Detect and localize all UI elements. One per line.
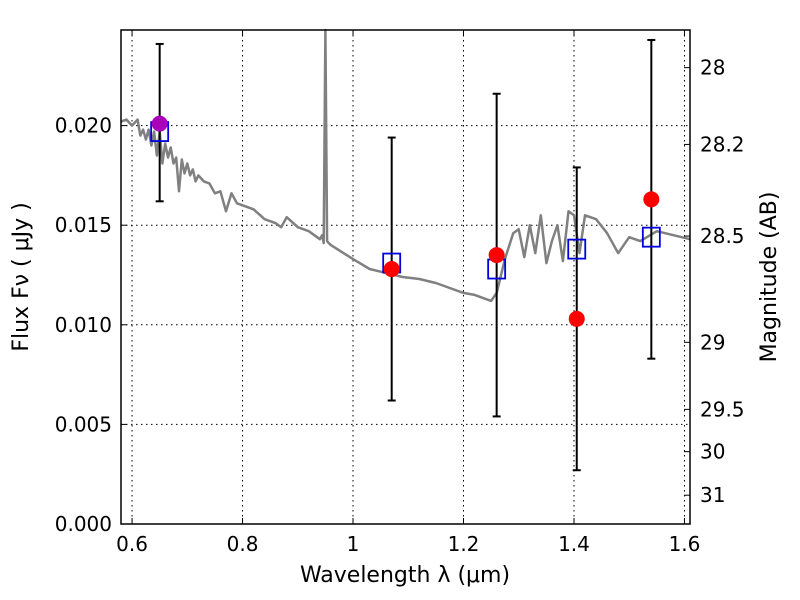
observed-flux-point xyxy=(488,247,505,264)
y-tick-label: 0.010 xyxy=(55,313,112,337)
tick-label-layer: 0.6 0.8 1 1.2 1.4 1.6 0.000 0.005 0.010 0.015 0.02… xyxy=(55,56,745,556)
y-axis-title: Flux Fν ( μJy ) xyxy=(9,202,34,351)
y2-tick-label: 30 xyxy=(700,440,725,464)
x-tick-label: 1 xyxy=(347,532,360,556)
x-tick-label: 1.6 xyxy=(669,532,701,556)
y2-tick-label: 29 xyxy=(700,330,725,354)
model-spectrum-line xyxy=(120,28,691,303)
model-box-layer xyxy=(150,121,661,280)
x-axis-title: Wavelength λ (μm) xyxy=(300,563,510,588)
y-tick-label: 0.000 xyxy=(55,512,112,536)
y-tick-label: 0.015 xyxy=(55,213,112,237)
y2-axis-title: Magnitude (AB) xyxy=(757,192,782,363)
y2-tick-label: 28.5 xyxy=(700,224,745,248)
y-tick-label: 0.005 xyxy=(55,412,112,436)
model-flux-box xyxy=(567,238,587,260)
observed-flux-point xyxy=(151,115,168,132)
errorbar-layer xyxy=(155,38,656,472)
x-tick-label: 0.6 xyxy=(116,532,148,556)
x-tick-label: 1.2 xyxy=(448,532,480,556)
y-tick-label: 0.020 xyxy=(55,114,112,138)
plot-frame xyxy=(120,29,691,525)
x-tick-label: 1.4 xyxy=(558,532,590,556)
tick-layer xyxy=(121,30,690,525)
y2-tick-label: 29.5 xyxy=(700,397,745,421)
model-flux-box xyxy=(641,226,661,248)
observed-point-layer xyxy=(151,115,660,327)
spectrum-layer xyxy=(120,28,691,303)
y2-tick-label: 31 xyxy=(700,483,725,507)
y2-tick-label: 28.2 xyxy=(700,132,745,156)
y2-tick-label: 28 xyxy=(700,56,725,80)
x-tick-label: 0.8 xyxy=(227,532,259,556)
observed-flux-point xyxy=(643,191,660,208)
observed-flux-point xyxy=(383,261,400,278)
observed-flux-point xyxy=(568,310,585,327)
